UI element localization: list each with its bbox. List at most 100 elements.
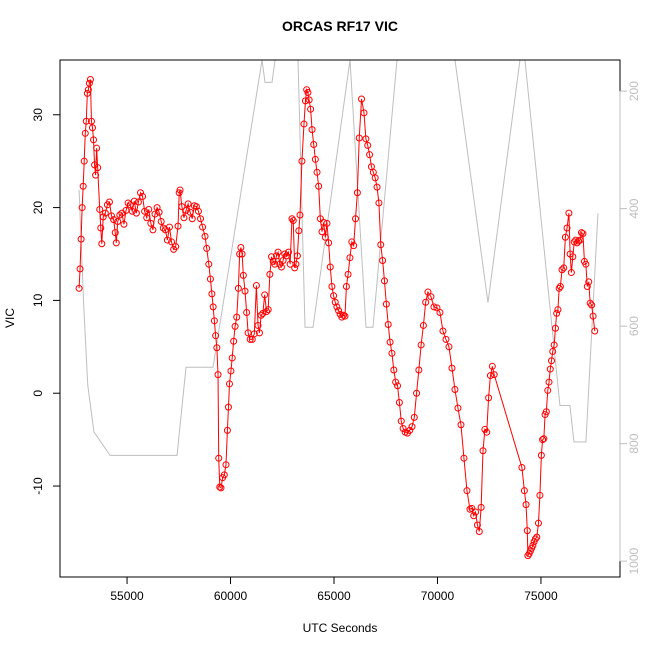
data-point: [215, 454, 223, 462]
data-point: [536, 491, 544, 499]
data-point: [542, 408, 550, 416]
y2-tick-label: 600: [627, 316, 641, 336]
data-point: [145, 205, 153, 213]
data-point: [518, 463, 526, 471]
data-point: [473, 521, 481, 529]
data-point: [556, 282, 564, 290]
series-line: [78, 79, 596, 558]
data-point: [84, 86, 92, 94]
data-point: [216, 483, 224, 491]
data-point: [333, 303, 341, 311]
data-point: [475, 528, 483, 536]
data-point: [241, 287, 249, 295]
data-point: [105, 198, 113, 206]
data-point: [101, 209, 109, 217]
data-point: [279, 256, 287, 264]
data-point: [182, 206, 190, 214]
data-point: [326, 263, 334, 271]
data-point: [470, 512, 478, 520]
data-point: [188, 215, 196, 223]
data-point: [186, 208, 194, 216]
data-point: [263, 308, 271, 316]
y-tick-label: -10: [31, 477, 45, 495]
data-point: [92, 171, 100, 179]
data-point: [90, 136, 98, 144]
data-point: [291, 264, 299, 272]
data-point: [335, 307, 343, 315]
data-point: [86, 75, 94, 83]
data-point: [93, 144, 101, 152]
data-point: [153, 204, 161, 212]
data-point: [81, 129, 89, 137]
data-point: [194, 207, 202, 215]
x-tick-label: 65000: [317, 589, 351, 603]
y-tick-label: 10: [31, 293, 45, 307]
data-point: [266, 270, 274, 278]
data-point: [490, 371, 498, 379]
y2-tick-label: 800: [627, 433, 641, 453]
data-point: [83, 89, 91, 97]
data-point: [271, 260, 279, 268]
data-point: [582, 260, 590, 268]
data-point: [203, 244, 211, 252]
data-point: [75, 284, 83, 292]
data-point: [463, 487, 471, 495]
data-point: [268, 253, 276, 261]
data-point: [300, 120, 308, 128]
data-point: [472, 508, 480, 516]
data-point: [394, 382, 402, 390]
data-point: [201, 232, 209, 240]
data-point: [406, 426, 414, 434]
data-point: [575, 237, 583, 245]
data-point: [554, 306, 562, 314]
data-point: [234, 284, 242, 292]
data-point: [388, 349, 396, 357]
data-point: [360, 109, 368, 117]
data-point: [259, 309, 267, 317]
y-tick-label: 0: [31, 390, 45, 397]
data-point: [548, 357, 556, 365]
data-point: [114, 218, 122, 226]
data-point: [350, 242, 358, 250]
data-point: [522, 501, 530, 509]
data-point: [305, 96, 313, 104]
y-tick-label: 30: [31, 108, 45, 122]
data-point: [523, 527, 531, 535]
data-point: [544, 386, 552, 394]
data-point: [149, 226, 157, 234]
data-point: [99, 213, 107, 221]
data-point: [377, 241, 385, 249]
data-point: [529, 541, 537, 549]
x-tick-label: 60000: [214, 589, 248, 603]
data-point: [560, 264, 568, 272]
data-point: [310, 140, 318, 148]
data-point: [520, 487, 528, 495]
data-point: [558, 266, 566, 274]
data-point: [546, 365, 554, 373]
data-point: [353, 189, 361, 197]
data-point: [395, 399, 403, 407]
data-point: [180, 214, 188, 222]
data-point: [222, 461, 230, 469]
data-point: [382, 300, 390, 308]
data-point: [328, 282, 336, 290]
data-point: [151, 210, 159, 218]
data-point: [172, 243, 180, 251]
data-point: [168, 238, 176, 246]
data-point: [323, 219, 331, 227]
data-point: [157, 218, 165, 226]
data-point: [139, 192, 147, 200]
data-point: [76, 265, 84, 273]
data-point: [98, 240, 106, 248]
data-point: [531, 535, 539, 543]
data-point: [579, 230, 587, 238]
data-point: [82, 117, 90, 125]
secondary-line: [78, 60, 599, 456]
data-point: [430, 303, 438, 311]
data-point: [277, 263, 285, 271]
data-point: [292, 260, 300, 268]
data-point: [176, 186, 184, 194]
data-point: [174, 222, 182, 230]
